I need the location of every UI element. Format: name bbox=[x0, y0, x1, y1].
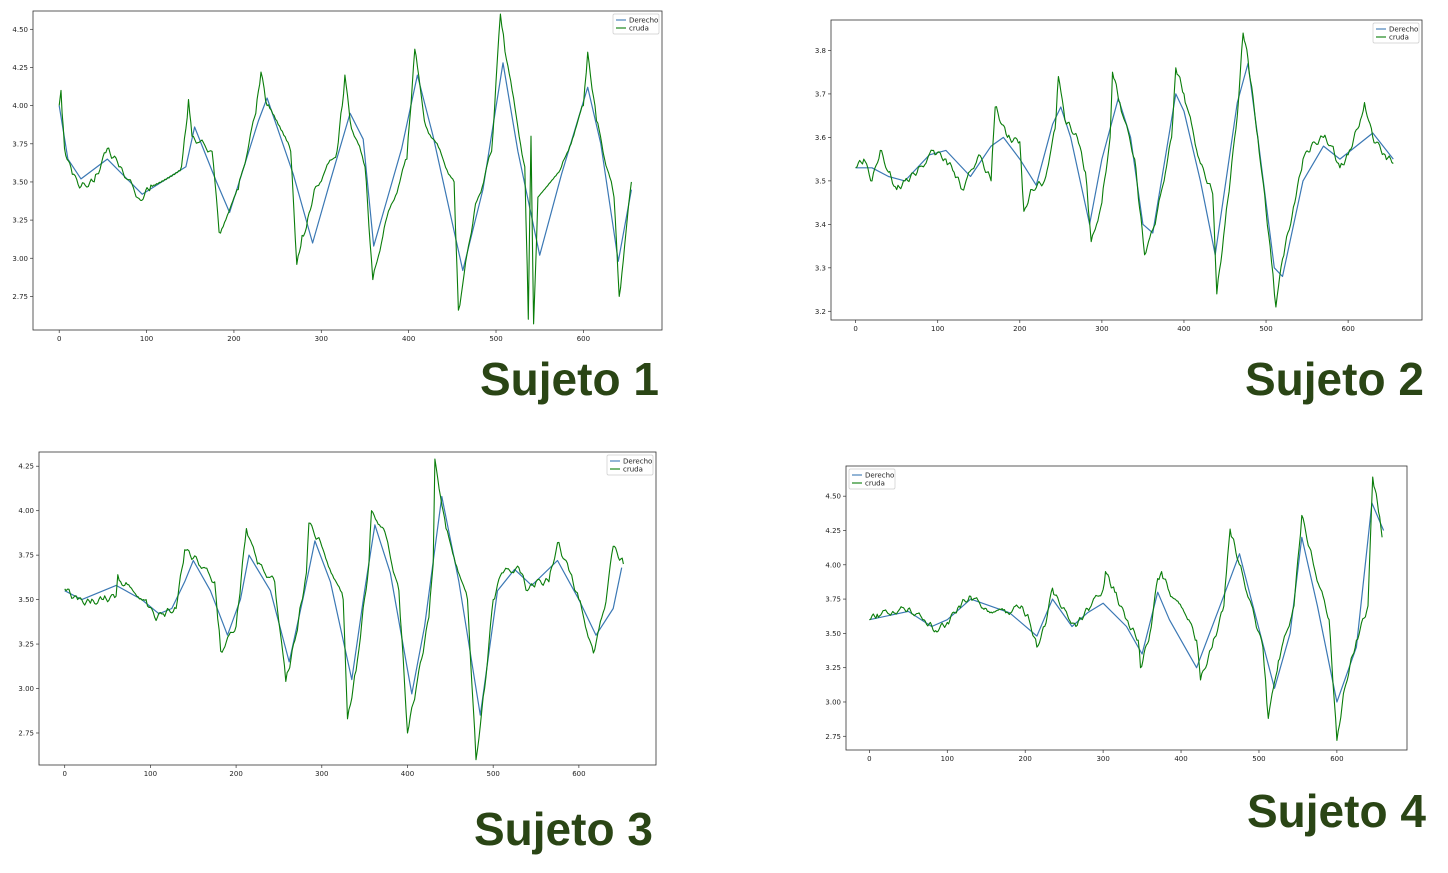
x-tick-label: 500 bbox=[1252, 755, 1265, 763]
y-tick-label: 3.50 bbox=[18, 596, 34, 604]
y-tick-label: 2.75 bbox=[825, 733, 841, 741]
y-tick-label: 4.00 bbox=[18, 507, 34, 515]
y-tick-label: 3.2 bbox=[815, 308, 826, 316]
plot-frame bbox=[38, 451, 657, 766]
line-chart-2: 0 100 200 300 400 500 600 3.2 3.3 3.4 3.5 3.6 3.7 3.8… bbox=[815, 19, 1423, 333]
y-tick-label: 4.25 bbox=[12, 64, 28, 72]
x-tick-label: 100 bbox=[941, 755, 954, 763]
series-line-cruda bbox=[869, 476, 1383, 741]
y-tick-label: 3.25 bbox=[18, 641, 34, 649]
x-tick-label: 600 bbox=[1330, 755, 1343, 763]
legend-box bbox=[612, 13, 660, 35]
line-chart-3: 0 100 200 300 400 500 600 2.75 3.00 3.25 3.50 3.75 4… bbox=[18, 451, 657, 778]
y-tick-label: 3.00 bbox=[12, 255, 28, 263]
legend-label: Derecho bbox=[629, 16, 658, 24]
x-tick-label: 300 bbox=[315, 770, 328, 778]
x-tick-label: 300 bbox=[1095, 325, 1108, 333]
legend-label: Derecho bbox=[623, 457, 652, 465]
x-tick-label: 500 bbox=[489, 335, 502, 343]
y-tick-label: 2.75 bbox=[12, 293, 28, 301]
plot-frame bbox=[32, 10, 663, 331]
y-tick-label: 3.00 bbox=[18, 685, 34, 693]
chart-caption-2: Sujeto 2 bbox=[1245, 353, 1424, 405]
y-tick-label: 3.6 bbox=[815, 134, 827, 142]
y-tick-label: 3.75 bbox=[12, 140, 28, 148]
series-line-derecho bbox=[855, 62, 1394, 278]
x-tick-label: 100 bbox=[931, 325, 944, 333]
chart-caption-3: Sujeto 3 bbox=[474, 803, 653, 855]
x-tick-label: 600 bbox=[572, 770, 585, 778]
x-tick-label: 0 bbox=[62, 770, 66, 778]
series-line-cruda bbox=[58, 13, 632, 325]
y-tick-label: 3.7 bbox=[815, 90, 826, 98]
x-tick-label: 600 bbox=[1341, 325, 1354, 333]
legend-label: cruda bbox=[865, 479, 885, 487]
x-tick-label: 600 bbox=[577, 335, 590, 343]
y-tick-label: 3.3 bbox=[815, 264, 826, 272]
series-line-cruda bbox=[64, 458, 624, 761]
x-tick-label: 400 bbox=[1174, 755, 1187, 763]
x-tick-label: 300 bbox=[1096, 755, 1109, 763]
y-tick-label: 4.25 bbox=[18, 463, 34, 471]
x-tick-label: 0 bbox=[57, 335, 61, 343]
y-tick-label: 3.50 bbox=[12, 178, 28, 186]
y-tick-label: 4.25 bbox=[825, 527, 841, 535]
x-tick-label: 400 bbox=[1177, 325, 1190, 333]
line-chart-4: 0 100 200 300 400 500 600 2.75 3.00 3.25 3.50 3.75 4… bbox=[825, 465, 1408, 763]
x-tick-label: 500 bbox=[486, 770, 499, 778]
legend-label: cruda bbox=[623, 465, 643, 473]
x-tick-label: 100 bbox=[144, 770, 157, 778]
x-tick-label: 300 bbox=[315, 335, 328, 343]
legend-label: Derecho bbox=[1389, 25, 1418, 33]
legend-label: Derecho bbox=[865, 471, 894, 479]
legend-label: cruda bbox=[629, 24, 649, 32]
x-tick-label: 200 bbox=[1013, 325, 1026, 333]
chart-caption-1: Sujeto 1 bbox=[480, 353, 659, 405]
y-tick-label: 3.4 bbox=[815, 221, 827, 229]
x-tick-label: 0 bbox=[867, 755, 871, 763]
plot-frame bbox=[830, 19, 1423, 321]
legend-box bbox=[848, 468, 896, 490]
x-tick-label: 200 bbox=[1019, 755, 1032, 763]
y-tick-label: 3.25 bbox=[825, 664, 841, 672]
y-tick-label: 3.25 bbox=[12, 217, 28, 225]
x-tick-label: 400 bbox=[401, 770, 414, 778]
y-tick-label: 3.50 bbox=[825, 630, 841, 638]
series-line-derecho bbox=[869, 502, 1385, 703]
x-tick-label: 500 bbox=[1259, 325, 1272, 333]
x-tick-label: 200 bbox=[229, 770, 242, 778]
chart-caption-4: Sujeto 4 bbox=[1247, 785, 1426, 837]
y-tick-label: 3.5 bbox=[815, 177, 826, 185]
legend-box bbox=[606, 454, 654, 476]
x-tick-label: 400 bbox=[402, 335, 415, 343]
y-tick-label: 4.50 bbox=[12, 26, 28, 34]
y-tick-label: 2.75 bbox=[18, 729, 34, 737]
y-tick-label: 3.8 bbox=[815, 47, 826, 55]
line-chart-1: 0 100 200 300 400 500 600 2.75 3.00 3.25 3.50 3.75 4… bbox=[12, 10, 663, 343]
series-line-cruda bbox=[855, 32, 1394, 308]
y-tick-label: 4.50 bbox=[825, 493, 841, 501]
y-tick-label: 4.00 bbox=[12, 102, 28, 110]
x-tick-label: 0 bbox=[853, 325, 857, 333]
legend-label: cruda bbox=[1389, 33, 1409, 41]
y-tick-label: 3.00 bbox=[825, 698, 841, 706]
plot-frame bbox=[845, 465, 1408, 751]
legend-box bbox=[1372, 22, 1420, 44]
y-tick-label: 3.75 bbox=[825, 596, 841, 604]
y-tick-label: 4.00 bbox=[825, 561, 841, 569]
y-tick-label: 3.75 bbox=[18, 552, 34, 560]
x-tick-label: 100 bbox=[140, 335, 153, 343]
x-tick-label: 200 bbox=[227, 335, 240, 343]
